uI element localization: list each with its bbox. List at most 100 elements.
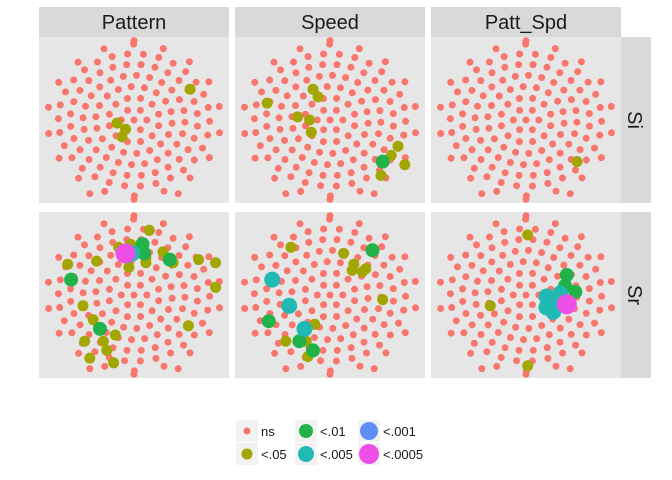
electrode-point-ns (559, 174, 566, 182)
electrode-point-ns (124, 301, 132, 309)
electrode-point-ns (281, 252, 289, 260)
electrode-point-ns (216, 304, 223, 312)
electrode-point-ns (477, 252, 485, 260)
electrode-point-ns (566, 190, 574, 198)
electrode-point-ns (533, 335, 541, 343)
electrode-point-ns (532, 84, 540, 92)
electrode-point-ns (363, 108, 371, 116)
electrode-point-ns (547, 54, 555, 61)
electrode-point-ns (401, 78, 409, 86)
electrode-point-ns (446, 290, 454, 298)
electrode-point-ns (522, 370, 530, 378)
electrode-point-ns (168, 119, 176, 127)
electrode-point-ns (511, 72, 519, 80)
electrode-point-ns (522, 291, 530, 299)
electrode-point-ns (360, 69, 368, 77)
electrode-point-ns (591, 144, 598, 152)
electrode-point-ns (320, 106, 328, 114)
electrode-point-ns (437, 305, 445, 312)
electrode-point-ns (365, 234, 373, 242)
electrode-point-ns (333, 236, 341, 244)
electrode-point-ns (296, 45, 304, 53)
electrode-point-ns (151, 344, 159, 352)
electrode-point-ns (98, 310, 106, 318)
electrode-point-ns (516, 126, 524, 134)
electrode-point-ns (452, 142, 460, 150)
electrode-point-ns (504, 132, 512, 140)
electrode-point-ns (572, 341, 579, 349)
electrode-point-p05 (392, 140, 404, 152)
electrode-point-ns (380, 146, 388, 154)
electrode-point-ns (308, 275, 316, 283)
electrode-point-ns (180, 341, 187, 349)
electrode-point-ns (320, 50, 328, 58)
electrode-point-ns (290, 233, 297, 241)
electrode-point-ns (141, 160, 149, 168)
electrode-point-ns (577, 58, 585, 66)
electrode-point-ns (585, 122, 593, 130)
electrode-point-ns (459, 122, 467, 130)
electrode-point-ns (447, 329, 455, 337)
electrode-point-p01 (261, 314, 276, 329)
electrode-point-ns (389, 110, 397, 118)
electrode-point-p05 (84, 352, 96, 364)
electrode-point-ns (45, 103, 52, 111)
electrode-point-ns (105, 179, 113, 186)
legend-item-p005: <.005 (295, 443, 353, 465)
electrode-point-ns (500, 228, 508, 236)
electrode-point-ns (506, 159, 514, 166)
panel-speed-si (235, 37, 425, 203)
electrode-point-ns (470, 164, 478, 172)
electrode-point-ns (56, 304, 64, 311)
electrode-point-ns (468, 261, 476, 269)
legend-key-p05 (241, 448, 253, 460)
electrode-point-ns (525, 71, 532, 79)
electrode-point-ns (386, 273, 394, 280)
legend-label: <.01 (320, 424, 346, 439)
electrode-point-ns (155, 285, 163, 293)
electrode-point-ns (206, 292, 214, 300)
electrode-point-ns (411, 103, 419, 110)
electrode-point-ns (158, 79, 166, 86)
electrode-point-ns (112, 307, 120, 315)
column-strip-label: Patt_Spd (485, 12, 567, 34)
electrode-point-ns (137, 138, 145, 145)
electrode-point-ns (380, 321, 388, 329)
electrode-point-ns (159, 45, 167, 53)
electrode-point-ns (136, 357, 144, 365)
electrode-point-ns (130, 370, 138, 378)
electrode-point-ns (506, 334, 514, 341)
electrode-point-ns (515, 138, 523, 146)
electrode-point-ns (512, 323, 520, 331)
electrode-point-ns (168, 294, 176, 302)
electrode-point-ns (250, 115, 258, 123)
electrode-point-ns (85, 252, 93, 260)
legend-item-p01: <.01 (295, 420, 346, 442)
electrode-point-ns (459, 285, 467, 293)
electrode-point-ns (167, 349, 174, 357)
electrode-point-ns (184, 261, 192, 269)
electrode-point-p01 (135, 237, 150, 252)
electrode-point-ns (193, 110, 201, 118)
electrode-point-p005 (264, 271, 281, 288)
electrode-point-ns (500, 143, 508, 151)
electrode-point-ns (124, 281, 132, 289)
electrode-point-ns (190, 98, 198, 105)
electrode-point-ns (96, 163, 104, 171)
electrode-point-ns (574, 243, 582, 251)
electrode-point-ns (388, 253, 396, 261)
electrode-point-p05 (77, 300, 89, 312)
legend-item-ns: ns (236, 420, 275, 442)
electrode-point-ns (67, 110, 75, 118)
electrode-point-ns (87, 267, 95, 275)
electrode-point-ns (137, 313, 145, 320)
electrode-point-ns (515, 61, 523, 69)
electrode-point-ns (529, 346, 537, 354)
electrode-point-ns (323, 258, 331, 266)
electrode-point-ns (186, 349, 194, 357)
electrode-point-ns (181, 118, 189, 126)
electrode-point-ns (495, 267, 503, 275)
electrode-point-ns (179, 130, 186, 138)
electrode-point-ns (462, 310, 470, 317)
electrode-point-ns (136, 301, 144, 309)
